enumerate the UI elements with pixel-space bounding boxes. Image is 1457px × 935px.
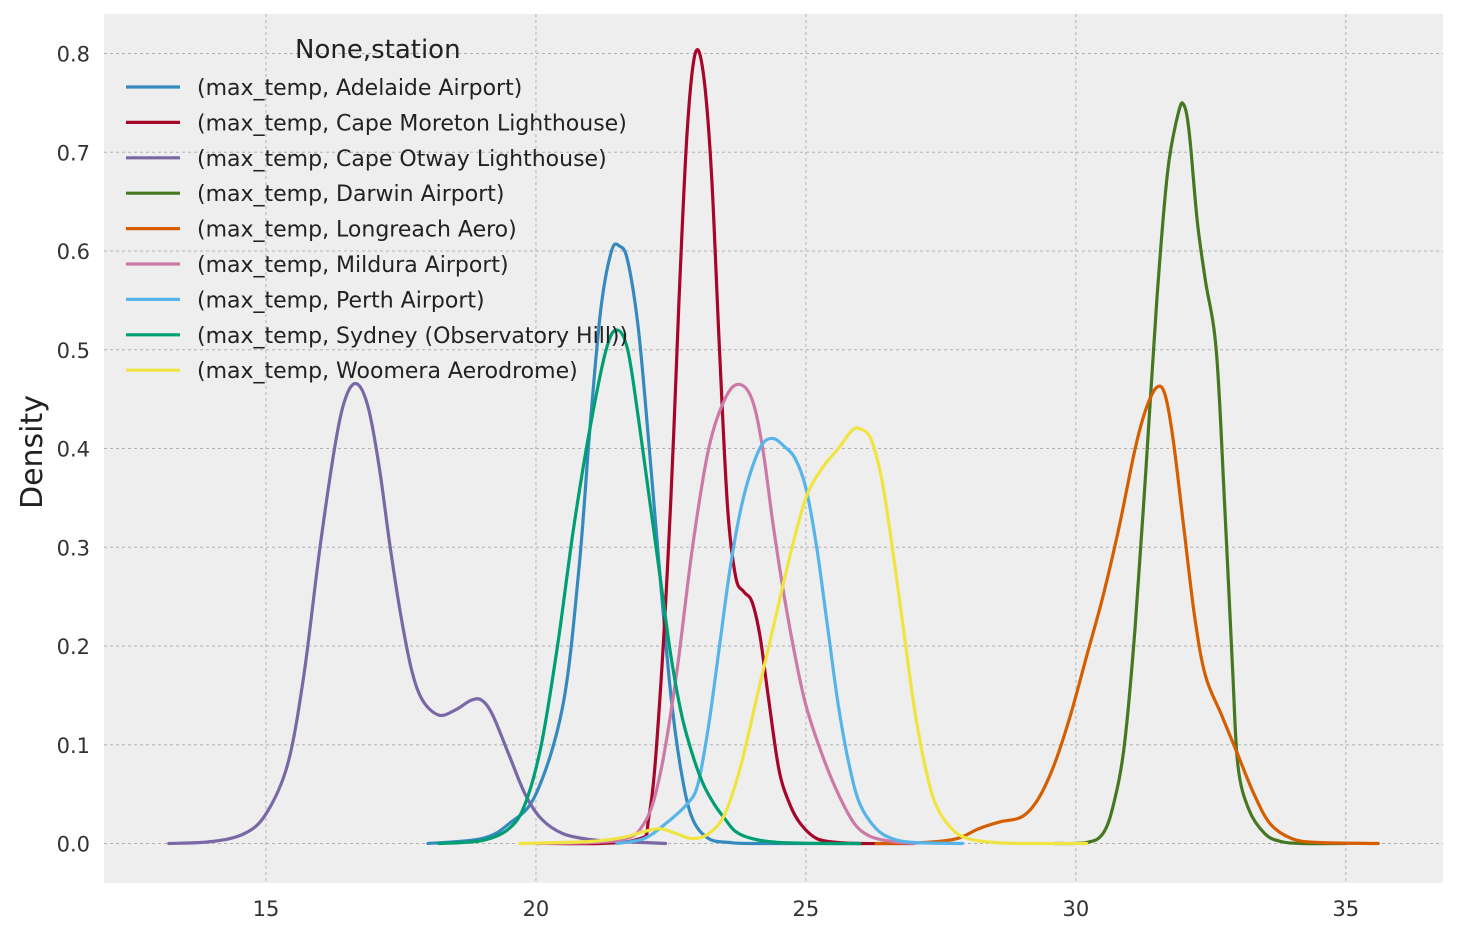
series-line-2	[167, 381, 668, 846]
legend-entries: (max_temp, Adelaide Airport) (max_temp, C…	[126, 76, 628, 384]
series-line-6	[615, 436, 965, 846]
y-tick-label: 0.1	[57, 734, 90, 758]
legend-entry: (max_temp, Mildura Airport)	[126, 253, 509, 278]
legend-label: (max_temp, Perth Airport)	[197, 288, 485, 313]
series-line-1	[534, 48, 916, 846]
y-tick-label: 0.6	[57, 240, 90, 264]
legend-label: (max_temp, Mildura Airport)	[197, 253, 509, 278]
legend-label: (max_temp, Cape Otway Lighthouse)	[197, 147, 607, 172]
series-line-3	[1052, 101, 1348, 846]
legend-label: (max_temp, Darwin Airport)	[197, 182, 504, 207]
legend-entry: (max_temp, Cape Moreton Lighthouse)	[126, 111, 627, 136]
legend-title: None,station	[295, 35, 461, 65]
x-tick-labels: 15 20 25 30 35	[253, 897, 1360, 921]
y-tick-label: 0.5	[57, 339, 90, 363]
legend: None,station (max_temp, Adelaide Airport…	[126, 35, 628, 384]
x-tick-label: 25	[793, 897, 820, 921]
y-axis-title: Density	[15, 395, 50, 509]
grid	[104, 14, 1443, 883]
series-layer	[167, 48, 1380, 846]
legend-entry: (max_temp, Sydney (Observatory Hill))	[126, 324, 628, 349]
x-tick-label: 15	[253, 897, 280, 921]
legend-entry: (max_temp, Woomera Aerodrome)	[126, 359, 578, 384]
y-tick-label: 0.8	[57, 43, 90, 67]
legend-label: (max_temp, Adelaide Airport)	[197, 76, 522, 101]
series-line-0	[426, 242, 862, 846]
y-tick-labels: 0.0 0.1 0.2 0.3 0.4 0.5 0.6 0.7 0.8	[57, 43, 90, 857]
legend-label: (max_temp, Woomera Aerodrome)	[197, 359, 578, 384]
y-tick-label: 0.4	[57, 438, 90, 462]
y-tick-label: 0.2	[57, 635, 90, 659]
series-line-5	[534, 382, 916, 846]
x-tick-label: 30	[1062, 897, 1089, 921]
x-tick-label: 35	[1332, 897, 1359, 921]
legend-label: (max_temp, Longreach Aero)	[197, 218, 517, 243]
legend-label: (max_temp, Cape Moreton Lighthouse)	[197, 111, 627, 136]
y-tick-label: 0.3	[57, 536, 90, 560]
legend-label: (max_temp, Sydney (Observatory Hill))	[197, 324, 628, 349]
series-line-8	[518, 426, 1089, 846]
legend-entry: (max_temp, Perth Airport)	[126, 288, 485, 313]
legend-entry: (max_temp, Longreach Aero)	[126, 218, 517, 243]
x-tick-label: 20	[523, 897, 550, 921]
y-tick-label: 0.0	[57, 833, 90, 857]
series-line-4	[874, 384, 1380, 846]
y-tick-label: 0.7	[57, 141, 90, 165]
series-line-7	[437, 328, 862, 846]
legend-entry: (max_temp, Darwin Airport)	[126, 182, 504, 207]
legend-entry: (max_temp, Cape Otway Lighthouse)	[126, 147, 607, 172]
legend-entry: (max_temp, Adelaide Airport)	[126, 76, 522, 101]
